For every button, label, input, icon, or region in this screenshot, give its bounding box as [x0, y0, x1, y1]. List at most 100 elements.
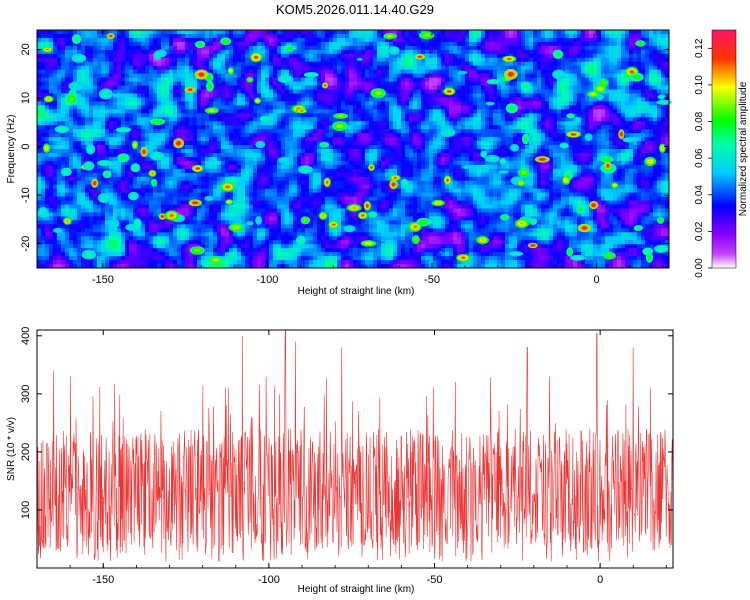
heatmap-cell: [57, 65, 62, 71]
heatmap-cell: [541, 137, 546, 142]
heatmap-cell: [421, 41, 426, 47]
heatmap-cell: [265, 57, 270, 63]
heatmap-cell: [269, 152, 274, 158]
heatmap-cell: [633, 137, 638, 142]
heatmap-cell: [573, 30, 578, 35]
heatmap-cell: [413, 97, 418, 102]
heatmap-cell: [389, 61, 394, 67]
heatmap-cell: [545, 30, 550, 35]
heatmap-cell: [425, 49, 430, 55]
heatmap-cell: [409, 133, 414, 138]
heatmap-cell: [581, 37, 586, 43]
heatmap-cell: [281, 65, 286, 71]
heatmap-cell: [173, 97, 178, 102]
heatmap-cell: [625, 121, 630, 126]
heatmap-cell: [41, 49, 46, 55]
heatmap-cell: [529, 85, 534, 90]
heatmap-cell: [273, 77, 278, 82]
heatmap-cell: [285, 121, 290, 126]
heatmap-cell: [489, 133, 494, 138]
heatmap-cell: [529, 81, 534, 86]
heatmap-cell: [297, 145, 302, 150]
heatmap-cell: [265, 149, 270, 154]
heatmap-cell: [293, 33, 298, 39]
heatmap-cell: [137, 45, 142, 51]
heatmap-cell: [641, 109, 646, 114]
heatmap-cell: [121, 57, 126, 63]
heatmap-cell: [549, 69, 554, 75]
heatmap-cell: [469, 30, 474, 35]
heatmap-cell: [601, 37, 606, 43]
heatmap-cell: [641, 33, 646, 39]
heatmap-cell: [373, 125, 378, 130]
heatmap-cell: [629, 105, 634, 110]
heatmap-cell: [573, 113, 578, 118]
heatmap-cell: [325, 45, 330, 51]
heatmap-cell: [461, 30, 466, 35]
heatmap-cell: [585, 53, 590, 59]
heatmap-cell: [457, 89, 462, 94]
heatmap-cell: [161, 81, 166, 86]
heatmap-cell: [153, 33, 158, 39]
heatmap-cell: [305, 105, 310, 110]
heatmap-cell: [585, 129, 590, 134]
heatmap-cell: [497, 85, 502, 90]
heatmap-cell: [445, 37, 450, 43]
heatmap-cell: [645, 109, 650, 114]
heatmap-cell: [141, 117, 146, 122]
heatmap-cell: [597, 30, 602, 35]
heatmap-cell: [53, 145, 58, 150]
heatmap-cell: [621, 121, 626, 126]
heatmap-cell: [257, 149, 262, 154]
heatmap-cell: [221, 49, 226, 55]
heatmap-cell: [525, 105, 530, 110]
heatmap-cell: [481, 89, 486, 94]
heatmap-cell: [553, 93, 558, 98]
heatmap-cell: [145, 125, 150, 130]
heatmap-cell: [449, 49, 454, 55]
heatmap-cell: [433, 145, 438, 150]
heatmap-cell: [585, 65, 590, 71]
heatmap-cell: [417, 105, 422, 110]
heatmap-cell: [497, 57, 502, 63]
heatmap-cell: [37, 49, 42, 55]
heatmap-cell: [133, 77, 138, 82]
heatmap-cell: [501, 101, 506, 106]
heatmap-cell: [485, 145, 490, 150]
heatmap-cell: [89, 61, 94, 67]
heatmap-cell: [665, 89, 670, 94]
heatmap-cell: [181, 49, 186, 55]
heatmap-cell: [457, 101, 462, 106]
heatmap-cell: [641, 77, 646, 82]
heatmap-cell: [549, 145, 554, 150]
heatmap-cell: [261, 85, 266, 90]
heatmap-cell: [265, 125, 270, 130]
heatmap-cell: [581, 33, 586, 39]
heatmap-cell: [121, 61, 126, 67]
heatmap-cell: [129, 101, 134, 106]
heatmap-cell: [293, 121, 298, 126]
heatmap-cell: [173, 93, 178, 98]
heatmap-cell: [269, 113, 274, 118]
heatmap-cell: [485, 121, 490, 126]
heatmap-cell: [541, 33, 546, 39]
heatmap-cell: [537, 30, 542, 35]
heatmap-cell: [265, 65, 270, 71]
heatmap-cell: [593, 81, 598, 86]
heatmap-cell: [477, 69, 482, 75]
heatmap-cell: [377, 77, 382, 82]
heatmap-cell: [577, 49, 582, 55]
heatmap-cell: [193, 113, 198, 118]
heatmap-cell: [529, 69, 534, 75]
heatmap-cell: [309, 141, 314, 146]
heatmap-cell: [445, 45, 450, 51]
heatmap-cell: [181, 53, 186, 59]
heatmap-cell: [597, 121, 602, 126]
heatmap-cell: [481, 33, 486, 39]
heatmap-cell: [41, 152, 46, 158]
heatmap-cell: [433, 49, 438, 55]
heatmap-cell: [229, 133, 234, 138]
heatmap-cell: [453, 57, 458, 63]
heatmap-cell: [457, 149, 462, 154]
heatmap-cell: [249, 105, 254, 110]
